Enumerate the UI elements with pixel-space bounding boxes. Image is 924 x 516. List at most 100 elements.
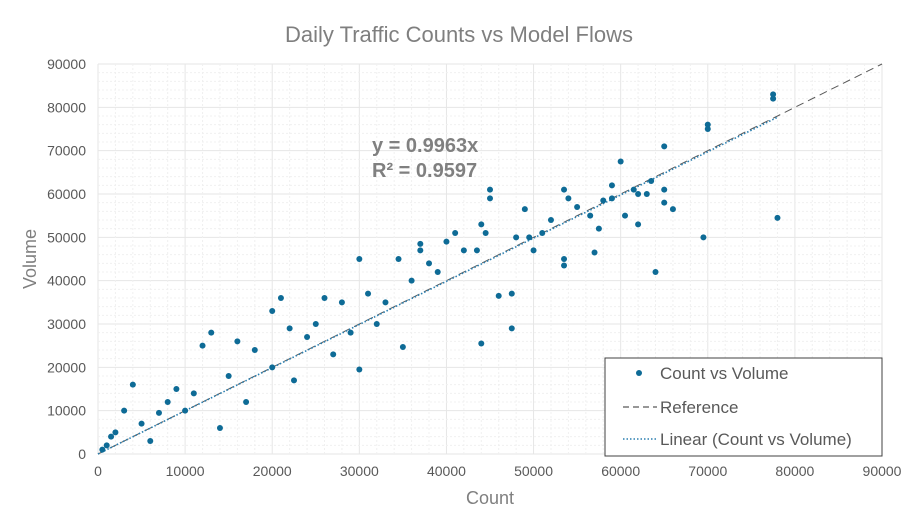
data-point: [547, 217, 554, 223]
data-point: [99, 446, 106, 453]
data-point: [356, 256, 363, 262]
legend-label-trend: Linear (Count vs Volume): [660, 430, 852, 449]
data-point: [526, 234, 533, 241]
data-point: [482, 230, 489, 236]
data-point: [243, 399, 250, 405]
x-tick-label: 70000: [688, 463, 727, 479]
data-point: [661, 186, 668, 193]
data-point: [495, 292, 502, 299]
y-tick-label: 0: [78, 446, 86, 462]
x-axis-label: Count: [466, 488, 514, 508]
data-point: [539, 230, 546, 236]
data-point: [521, 206, 528, 213]
data-point: [635, 191, 642, 197]
legend-label-reference: Reference: [660, 398, 738, 417]
data-point: [587, 212, 594, 219]
x-tick-label: 40000: [427, 463, 466, 479]
x-tick-label: 50000: [514, 463, 553, 479]
data-point: [103, 442, 110, 449]
data-point: [330, 351, 337, 358]
chart-title: Daily Traffic Counts vs Model Flows: [285, 22, 633, 47]
data-point: [617, 158, 624, 165]
data-point: [643, 191, 650, 197]
trend-equation: y = 0.9963x: [372, 135, 478, 157]
data-point: [530, 247, 537, 254]
data-point: [112, 429, 119, 436]
data-point: [669, 206, 676, 213]
x-tick-label: 90000: [863, 463, 902, 479]
data-point: [704, 126, 711, 132]
data-point: [487, 195, 493, 202]
data-point: [399, 343, 406, 350]
x-tick-label: 20000: [253, 463, 292, 479]
y-tick-label: 60000: [47, 186, 86, 202]
data-point: [608, 195, 615, 202]
data-point: [347, 329, 354, 336]
data-point: [700, 234, 707, 241]
data-point: [561, 256, 568, 262]
legend-marker-scatter: [636, 370, 642, 376]
data-point: [774, 214, 781, 221]
data-point: [269, 308, 276, 314]
data-point: [565, 195, 572, 202]
y-tick-label: 90000: [47, 56, 86, 72]
data-point: [652, 269, 659, 275]
data-point: [417, 247, 424, 254]
legend: Count vs Volume Reference Linear (Count …: [604, 357, 883, 457]
data-point: [417, 240, 424, 247]
data-point: [622, 212, 629, 219]
data-point: [561, 186, 568, 193]
y-axis-label: Volume: [20, 229, 40, 289]
data-point: [704, 121, 711, 128]
data-point: [291, 377, 297, 384]
data-point: [121, 407, 128, 414]
y-tick-label: 80000: [47, 99, 86, 115]
data-point: [487, 186, 493, 193]
data-point: [770, 95, 777, 102]
data-point: [251, 347, 258, 353]
data-point: [173, 386, 180, 392]
x-tick-label: 60000: [601, 463, 640, 479]
data-point: [434, 269, 441, 275]
data-point: [108, 433, 115, 440]
y-tick-label: 70000: [47, 143, 86, 159]
x-tick-label: 0: [94, 463, 102, 479]
data-point: [443, 238, 450, 245]
r-squared: R² = 0.9597: [372, 160, 477, 182]
data-point: [129, 381, 136, 388]
data-point: [182, 407, 189, 414]
data-point: [478, 340, 485, 347]
x-tick-label: 30000: [340, 463, 379, 479]
data-point: [147, 438, 154, 444]
data-point: [574, 204, 581, 210]
data-point: [373, 321, 380, 327]
data-point: [591, 249, 598, 256]
data-points: [99, 91, 781, 453]
data-point: [365, 290, 372, 297]
data-point: [426, 260, 433, 267]
data-point: [508, 290, 515, 297]
x-tick-labels: 0 10000 20000 30000 40000 50000 60000 70000 8000…: [94, 463, 902, 479]
data-point: [561, 262, 568, 269]
data-point: [473, 247, 480, 254]
data-point: [478, 221, 485, 228]
data-point: [648, 178, 655, 184]
data-point: [600, 197, 607, 204]
data-point: [395, 256, 402, 262]
x-tick-label: 10000: [166, 463, 205, 479]
y-tick-label: 20000: [47, 359, 86, 375]
y-tick-label: 50000: [47, 229, 86, 245]
data-point: [286, 325, 293, 332]
data-point: [630, 186, 637, 193]
y-tick-labels: 0 10000 20000 30000 40000 50000 60000 70000 8000…: [47, 56, 86, 462]
data-point: [269, 364, 276, 371]
data-point: [661, 143, 668, 150]
data-point: [312, 321, 319, 327]
data-point: [164, 399, 171, 405]
data-point: [508, 325, 515, 332]
y-tick-label: 40000: [47, 273, 86, 289]
data-point: [595, 225, 602, 232]
reference-line: [97, 63, 883, 455]
